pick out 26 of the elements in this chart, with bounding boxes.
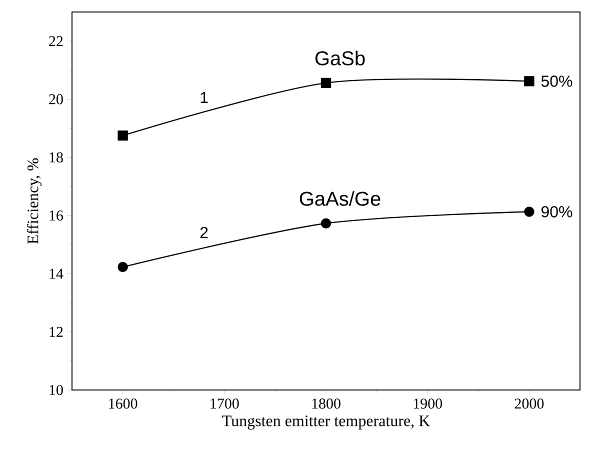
y-tick-label: 12 <box>50 326 63 337</box>
series-label: GaAs/Ge <box>300 191 380 206</box>
point <box>118 262 128 272</box>
annotation: 2 <box>200 226 208 238</box>
x-axis-title: Tungsten emitter temperature, K <box>222 416 430 430</box>
point <box>320 218 332 228</box>
point <box>118 130 128 141</box>
y-axis-title: Efficiency, % <box>26 158 42 244</box>
y-tick-label: 22 <box>49 36 63 46</box>
y-tick-label: 20 <box>49 94 63 104</box>
annotation: 90% <box>541 206 572 218</box>
y-tick-label: 14 <box>50 268 64 279</box>
y-tick-label: 18 <box>50 152 63 162</box>
annotation: 1 <box>200 92 208 103</box>
x-tick-label: 1600 <box>109 398 138 409</box>
x-tick-label: 1700 <box>210 398 239 409</box>
annotation: 50% <box>541 76 572 87</box>
point <box>524 76 534 86</box>
series-label: GaSb <box>315 50 365 66</box>
y-tick-label: 16 <box>50 210 64 221</box>
point <box>524 206 534 217</box>
point <box>320 78 332 88</box>
x-tick-label: 1900 <box>414 398 442 409</box>
x-tick-label: 1800 <box>312 398 340 409</box>
y-tick-label: 10 <box>50 384 63 396</box>
x-tick-label: 2000 <box>514 398 544 409</box>
